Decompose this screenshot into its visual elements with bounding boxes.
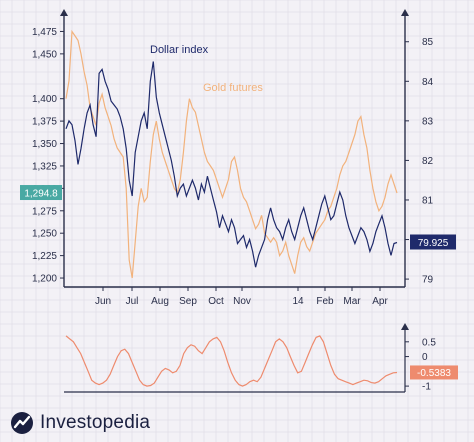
left-tick-label: 1,200	[32, 274, 57, 285]
right-tick-label: 83	[422, 116, 434, 127]
left-axis-arrow	[60, 9, 68, 16]
right-tick-label: 81	[422, 195, 434, 206]
main-chart-axes: 1,4751,4501,4001,3751,3501,3251,3001,275…	[32, 9, 434, 307]
oscillator-value-badge	[410, 365, 458, 380]
left-tick-label: 1,475	[32, 27, 57, 38]
left-tick-label: 1,350	[32, 139, 57, 150]
dollar-index-line	[65, 61, 398, 268]
x-tick-label: Nov	[233, 296, 251, 307]
investopedia-logo-icon	[11, 412, 33, 434]
investopedia-logo: Investopedia	[10, 410, 150, 436]
x-tick-label: Sep	[179, 296, 197, 307]
left-tick-label: 1,325	[32, 161, 57, 172]
oscillator-line	[65, 335, 398, 387]
oscillator-tick-label: 0	[422, 352, 428, 363]
right-tick-label: 84	[422, 77, 434, 88]
series-layer	[65, 29, 398, 387]
x-tick-label: Jun	[95, 296, 111, 307]
x-tick-label: Oct	[208, 296, 224, 307]
right-tick-label: 85	[422, 37, 434, 48]
x-tick-label: 14	[292, 296, 304, 307]
gold-value-badge	[20, 185, 62, 201]
x-tick-label: Mar	[343, 296, 361, 307]
x-tick-label: Apr	[372, 296, 388, 307]
left-tick-label: 1,400	[32, 94, 57, 105]
labels-layer: Dollar index Gold futures 1,294.8 79.925 -0.…	[20, 44, 458, 380]
brand-name: Investopedia	[40, 412, 151, 433]
dollar-value-badge	[410, 234, 456, 250]
left-tick-label: 1,375	[32, 117, 57, 128]
gold-value-text: 1,294.8	[24, 189, 58, 200]
right-tick-label: 79	[422, 275, 434, 286]
oscillator-axes: 0.5 0 -1	[64, 323, 436, 393]
right-axis-arrow	[401, 9, 409, 16]
oscillator-axis-arrow	[401, 323, 409, 330]
oscillator-tick-label: -1	[422, 382, 431, 393]
x-tick-label: Aug	[151, 296, 169, 307]
dollar-value-text: 79.925	[418, 238, 449, 249]
oscillator-tick-label: 0.5	[422, 337, 436, 348]
x-tick-label: Feb	[316, 296, 334, 307]
x-tick-label: Jul	[126, 296, 139, 307]
left-tick-label: 1,450	[32, 49, 57, 60]
gold-futures-line	[65, 29, 398, 279]
left-tick-label: 1,250	[32, 229, 57, 240]
gold-futures-label: Gold futures	[203, 82, 263, 94]
left-tick-label: 1,275	[32, 206, 57, 217]
right-tick-label: 82	[422, 156, 434, 167]
dollar-index-label: Dollar index	[150, 44, 209, 56]
left-tick-label: 1,225	[32, 251, 57, 262]
oscillator-value-text: -0.5383	[417, 368, 451, 379]
